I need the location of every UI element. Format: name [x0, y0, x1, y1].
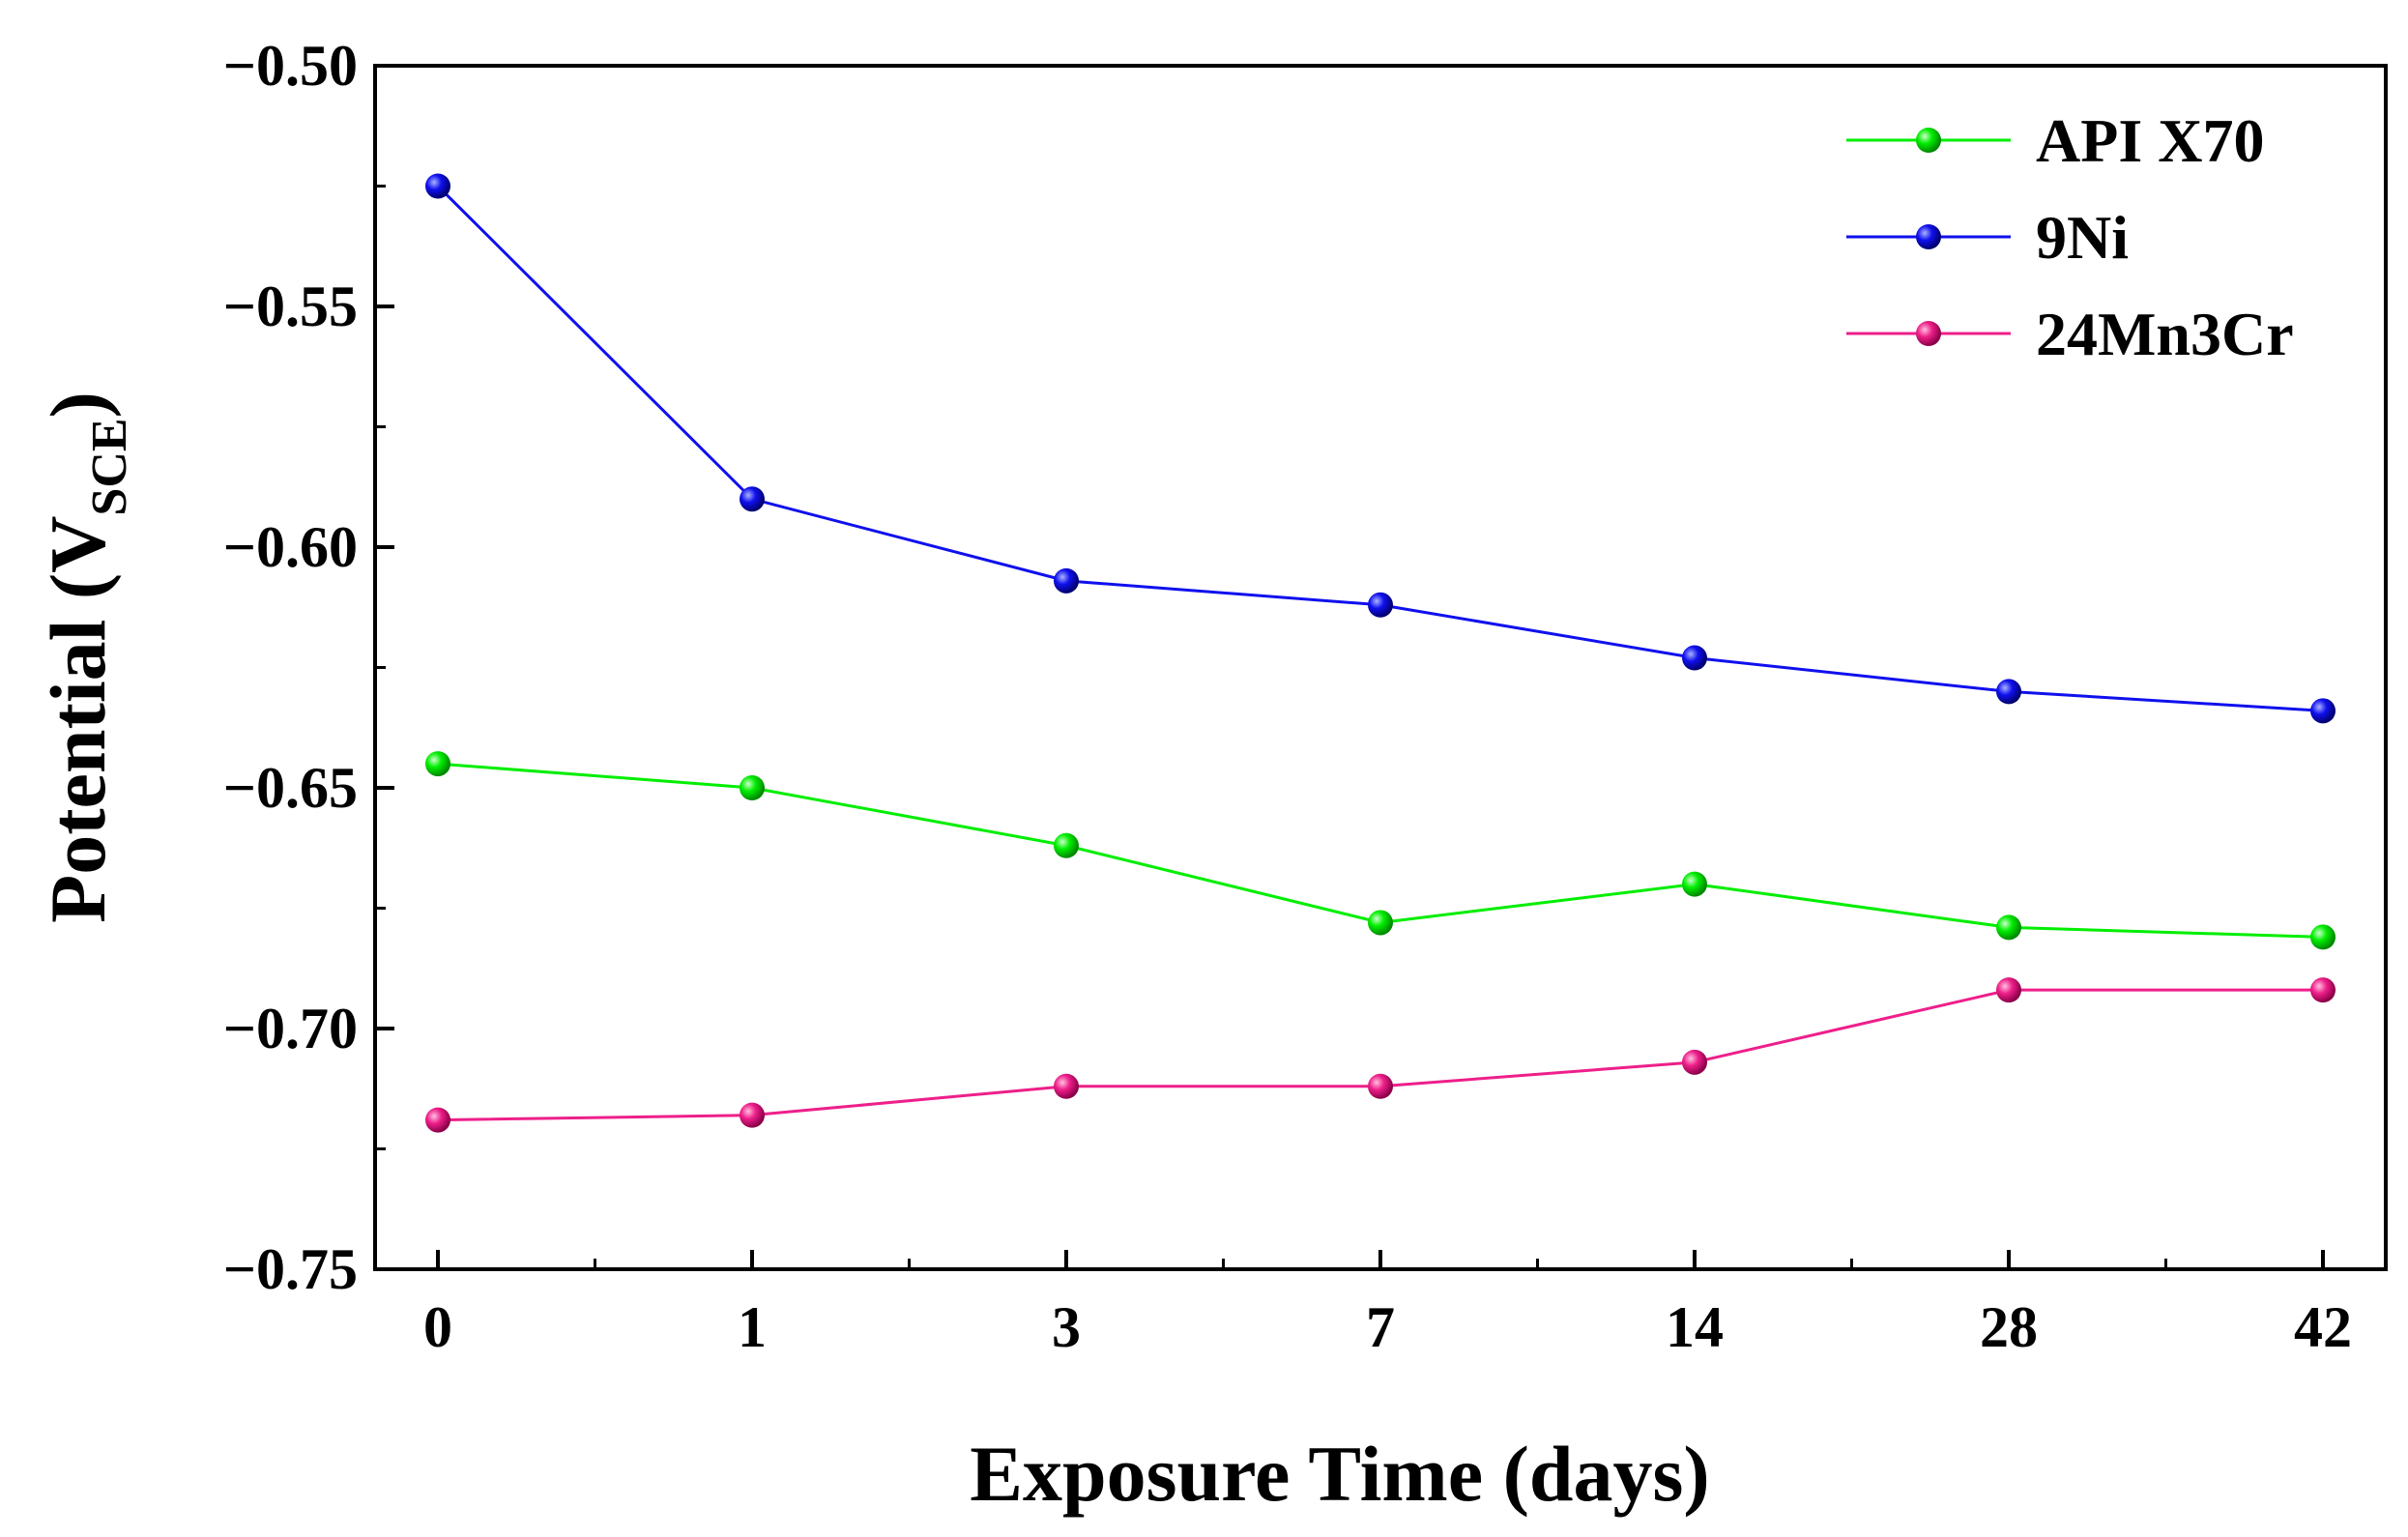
data-point-0-6 — [2310, 924, 2335, 950]
data-point-2-4 — [1682, 1049, 1707, 1075]
data-point-0-4 — [1682, 871, 1707, 897]
x-axis-title: Exposure Time (days) — [970, 1430, 1709, 1518]
legend-entry-2: 24Mn3Cr — [1846, 300, 2294, 368]
series-line-2 — [437, 988, 2323, 1122]
data-point-0-3 — [1368, 910, 1393, 936]
y-tick-label: −0.60 — [223, 515, 358, 579]
data-point-1-6 — [2310, 698, 2335, 724]
data-point-2-2 — [1054, 1073, 1079, 1099]
data-point-0-5 — [1996, 914, 2021, 941]
legend-marker-1 — [1916, 224, 1941, 249]
data-point-1-1 — [740, 486, 765, 512]
legend-marker-0 — [1916, 128, 1941, 153]
x-tick-label: 3 — [1052, 1295, 1081, 1359]
data-point-2-6 — [2310, 977, 2335, 1003]
y-tick-label: −0.50 — [223, 34, 358, 98]
x-tick-label: 1 — [738, 1295, 767, 1359]
series-2 — [425, 977, 2335, 1133]
axis-layer: −0.50 −0.55 −0.60 −0.65 −0.70 −0.75 0 1 3 7 14 28 42 — [223, 34, 2388, 1359]
data-point-1-5 — [1996, 679, 2021, 705]
x-tick-label: 28 — [1980, 1295, 2038, 1359]
legend-marker-2 — [1916, 321, 1941, 346]
legend-label-0: API X70 — [2036, 106, 2264, 175]
x-tick-label: 0 — [423, 1295, 452, 1359]
legend-label-1: 9Ni — [2036, 203, 2129, 272]
data-point-2-1 — [740, 1102, 765, 1128]
y-axis-title: Potential (VSCE) — [34, 392, 137, 923]
data-point-2-5 — [1996, 977, 2021, 1003]
series-1 — [425, 173, 2335, 724]
data-point-1-3 — [1368, 592, 1393, 618]
y-tick-label: −0.65 — [223, 756, 358, 820]
x-tick-label: 42 — [2294, 1295, 2352, 1359]
data-point-1-2 — [1054, 567, 1079, 594]
y-tick-label: −0.75 — [223, 1237, 358, 1301]
x-tick-label: 14 — [1666, 1295, 1724, 1359]
data-point-1-0 — [425, 173, 450, 199]
legend-entry-0: API X70 — [1846, 106, 2264, 175]
y-axis-title-suffix: ) — [34, 392, 122, 418]
legend-entry-1: 9Ni — [1846, 203, 2129, 272]
data-point-0-1 — [740, 775, 765, 800]
y-axis-title-main: Potential (V — [34, 516, 122, 923]
legend: API X70 9Ni 24Mn3Cr — [1846, 106, 2294, 368]
data-point-1-4 — [1682, 645, 1707, 671]
series-0 — [425, 751, 2335, 950]
data-point-2-3 — [1368, 1073, 1393, 1099]
y-tick-label: −0.55 — [223, 275, 358, 338]
data-point-0-0 — [425, 751, 450, 777]
y-axis-title-subscript: SCE — [82, 418, 137, 515]
data-point-0-2 — [1054, 832, 1079, 858]
legend-label-2: 24Mn3Cr — [2036, 300, 2294, 368]
series-layer — [425, 173, 2335, 1133]
x-tick-label: 7 — [1366, 1295, 1395, 1359]
data-point-2-0 — [425, 1107, 450, 1133]
y-tick-label: −0.70 — [223, 997, 358, 1060]
